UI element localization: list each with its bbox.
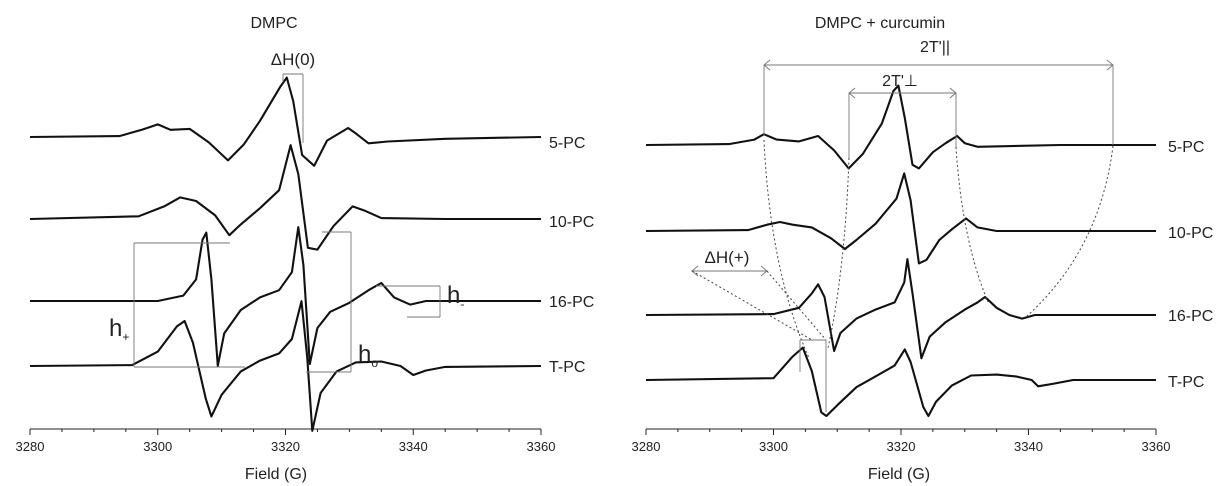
x-tick-label: 3360 bbox=[527, 439, 556, 454]
x-axis-ticks: 3280 3300 3320 3340 3360 bbox=[632, 429, 1171, 454]
trace-label-tpc: T-PC bbox=[1168, 374, 1204, 391]
x-tick-label: 3300 bbox=[143, 439, 172, 454]
chart-title: DMPC + curcumin bbox=[815, 15, 945, 32]
trace-10-pc bbox=[29, 144, 541, 251]
annotation-delta-h0: ΔH(0) bbox=[271, 50, 315, 143]
trace-label-5pc: 5-PC bbox=[549, 135, 585, 152]
trace-label-10pc: 10-PC bbox=[549, 214, 594, 231]
x-tick-label: 3340 bbox=[1014, 439, 1043, 454]
annotation-2t-parallel: 2T'|| bbox=[763, 39, 1114, 145]
x-tick-label: 3300 bbox=[759, 439, 788, 454]
trace-label-tpc: T-PC bbox=[549, 359, 585, 376]
dotted-guide-curves bbox=[763, 139, 1114, 359]
x-tick-label: 3280 bbox=[16, 439, 45, 454]
annotation-label: h- bbox=[447, 282, 464, 311]
x-tick-label: 3340 bbox=[399, 439, 428, 454]
trace-labels: 5-PC 10-PC 16-PC T-PC bbox=[1168, 139, 1213, 391]
annotation-label: 2T'|| bbox=[920, 39, 950, 56]
trace-group bbox=[645, 84, 1156, 418]
annotation-label: ho bbox=[358, 341, 378, 370]
trace-t-pc bbox=[645, 346, 1156, 418]
x-tick-label: 3320 bbox=[271, 439, 300, 454]
x-tick-label: 3280 bbox=[632, 439, 661, 454]
trace-5-pc bbox=[29, 76, 542, 167]
chart-title: DMPC bbox=[250, 15, 297, 32]
annotation-h-minus: h- bbox=[376, 282, 464, 318]
trace-t-pc bbox=[29, 300, 542, 432]
trace-16-pc bbox=[30, 226, 541, 367]
x-tick-label: 3360 bbox=[1142, 439, 1171, 454]
right-chart-panel: DMPC + curcumin 3280 3300 3320 3340 3360 Fie… bbox=[632, 15, 1214, 483]
left-chart-panel: DMPC 3280 3300 3320 3340 3360 Field (G) 5-PC… bbox=[16, 15, 595, 483]
x-axis-label: Field (G) bbox=[245, 466, 307, 483]
x-tick-label: 3320 bbox=[887, 439, 916, 454]
x-axis-label: Field (G) bbox=[868, 466, 930, 483]
annotation-label: ΔH(+) bbox=[705, 248, 750, 267]
trace-label-16pc: 16-PC bbox=[1168, 308, 1213, 325]
trace-5-pc bbox=[645, 84, 1156, 170]
trace-labels: 5-PC 10-PC 16-PC T-PC bbox=[549, 135, 594, 376]
trace-16-pc bbox=[645, 258, 1156, 360]
trace-label-5pc: 5-PC bbox=[1168, 139, 1204, 156]
x-axis-ticks: 3280 3300 3320 3340 3360 bbox=[16, 429, 556, 454]
annotation-label: h+ bbox=[109, 315, 129, 344]
annotation-delta-h-plus: ΔH(+) bbox=[691, 248, 827, 412]
trace-group bbox=[29, 76, 542, 432]
annotation-label: 2T'⊥ bbox=[882, 73, 918, 90]
annotation-label: ΔH(0) bbox=[271, 50, 315, 69]
annotation-h-plus: h+ bbox=[109, 242, 245, 368]
trace-10-pc bbox=[645, 172, 1156, 265]
trace-label-10pc: 10-PC bbox=[1168, 225, 1213, 242]
trace-label-16pc: 16-PC bbox=[549, 294, 594, 311]
annotation-h-o: ho bbox=[306, 231, 378, 373]
annotation-2t-perpendicular: 2T'⊥ bbox=[848, 73, 957, 158]
